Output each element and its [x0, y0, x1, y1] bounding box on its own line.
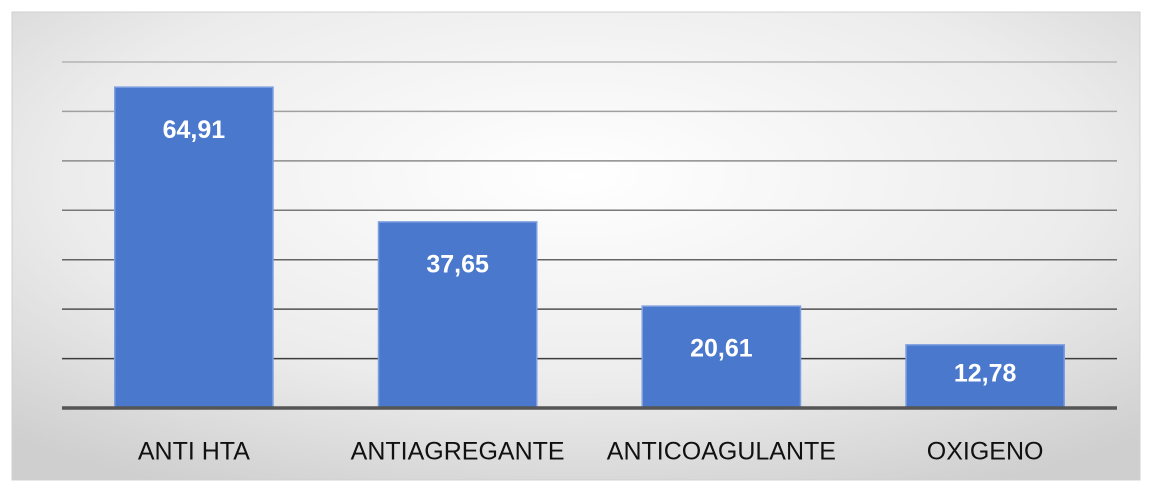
bar [641, 305, 802, 409]
x-tick-label: ANTICOAGULANTE [607, 438, 836, 466]
x-tick-label: ANTI HTA [138, 438, 250, 466]
value-label: 37,65 [426, 251, 489, 279]
bar [905, 344, 1065, 409]
value-label: 64,91 [163, 116, 226, 144]
value-label: 12,78 [954, 360, 1017, 388]
bar [114, 86, 274, 409]
x-tick-label: ANTIAGREGANTE [351, 438, 565, 466]
x-tick-label: OXIGENO [927, 438, 1044, 466]
bar [377, 221, 538, 409]
value-label: 20,61 [690, 335, 753, 363]
